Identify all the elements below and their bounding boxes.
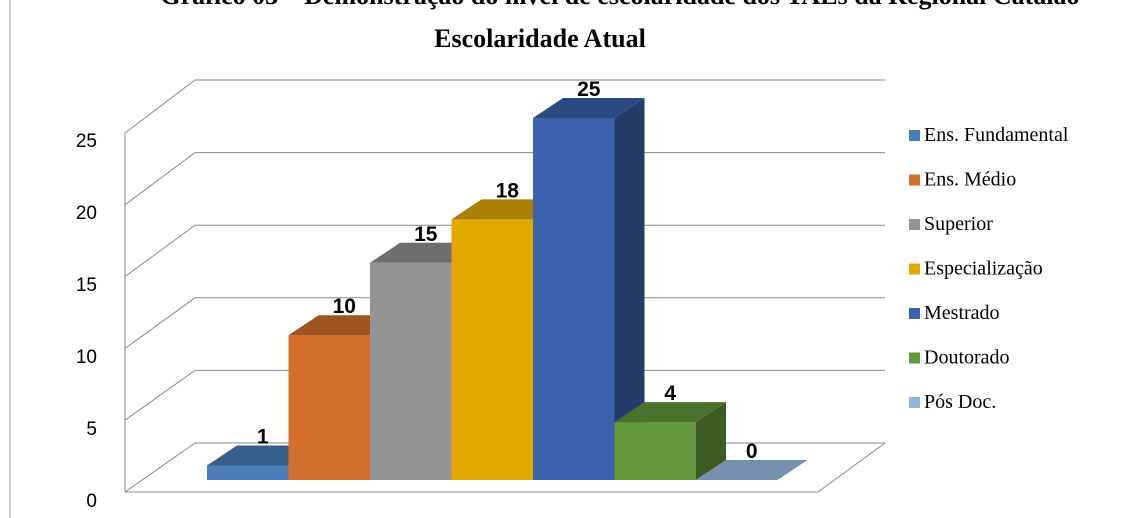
legend-label: Ens. Fundamental [924, 124, 1069, 146]
y-tick-label: 0 [86, 491, 97, 512]
grid-line [124, 224, 885, 278]
floor-edge [125, 442, 886, 493]
value-label: 0 [746, 440, 758, 463]
grid-line [124, 152, 885, 206]
y-tick-label: 25 [76, 131, 97, 152]
grid-line [124, 369, 885, 421]
bar-top [696, 460, 808, 480]
bar [696, 460, 808, 480]
legend-swatch [909, 263, 920, 275]
bar-front [451, 219, 533, 481]
legend-swatch [909, 397, 920, 408]
bar-side [696, 402, 726, 480]
value-label: 15 [414, 223, 438, 246]
bar-front [288, 335, 370, 480]
grid-line [124, 79, 885, 134]
legend-swatch [909, 130, 920, 141]
bar-front [614, 422, 696, 480]
bar-front [533, 118, 615, 480]
bar [614, 402, 726, 480]
y-tick-label: 20 [76, 203, 97, 224]
legend-swatch [909, 174, 920, 186]
legend-swatch [909, 308, 920, 319]
bar-side [614, 98, 645, 480]
grid-line [124, 297, 885, 349]
bar-front [207, 465, 289, 480]
bar [533, 98, 645, 480]
value-label: 1 [257, 426, 269, 449]
chart-subtitle: Escolaridade Atual [434, 24, 646, 53]
value-label: 18 [496, 179, 520, 202]
legend-label: Ens. Médio [924, 169, 1016, 191]
y-tick-label: 10 [76, 347, 97, 368]
legend-label: Superior [924, 213, 993, 235]
bar-top [614, 402, 726, 423]
legend-swatch [909, 219, 920, 230]
bar-front [370, 262, 452, 480]
value-label: 4 [664, 382, 676, 405]
legend-swatch [909, 352, 920, 364]
value-label: 10 [333, 295, 356, 318]
legend-label: Mestrado [924, 302, 1000, 324]
value-label: 25 [577, 78, 601, 101]
legend-label: Doutorado [924, 347, 1010, 369]
legend-label: Especialização [924, 258, 1043, 280]
y-tick-label: 15 [76, 275, 97, 296]
legend-label: Pós Doc. [924, 391, 996, 413]
bar-top [533, 98, 645, 118]
chart-title: Gráfico 03 – Demonstração do nível de es… [160, 0, 1079, 10]
y-tick-label: 5 [86, 419, 97, 440]
